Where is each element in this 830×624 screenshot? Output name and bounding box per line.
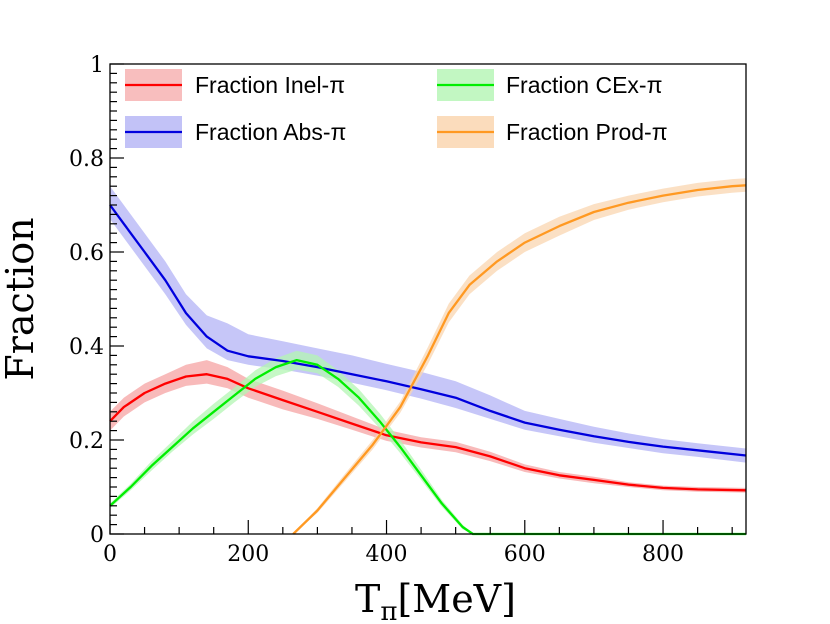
series-lines — [109, 184, 747, 536]
x-tick-label: 400 — [366, 542, 408, 567]
y-tick-label: 0.6 — [69, 241, 104, 266]
line-fraction-abs-pi — [109, 204, 747, 457]
x-axis-label-main: T — [355, 577, 380, 621]
line-fraction-prod-pi — [292, 184, 747, 535]
axis-ticks — [109, 63, 733, 535]
legend-label-prod: Fraction Prod-π — [506, 119, 668, 145]
y-tick-label: 0.4 — [69, 335, 104, 360]
y-tick-label: 0.2 — [69, 429, 104, 454]
y-tick-label: 0 — [90, 523, 104, 548]
line-fraction-cex-pi — [109, 358, 746, 536]
tick-labels: 0 200 400 600 800 0 0.2 0.4 0.6 0.8 1 — [69, 53, 684, 567]
y-tick-label: 1 — [90, 53, 104, 78]
legend-entry-inel: Fraction Inel-π — [125, 69, 345, 101]
x-axis-label-sub: π — [380, 597, 397, 624]
legend-entry-abs: Fraction Abs-π — [125, 116, 346, 148]
x-tick-label: 0 — [103, 542, 117, 567]
band-fraction-inel-pi — [110, 360, 746, 493]
x-axis-label-unit: [MeV] — [397, 577, 516, 621]
legend-entry-prod: Fraction Prod-π — [437, 116, 668, 148]
x-tick-label: 200 — [227, 542, 269, 567]
x-tick-label: 800 — [642, 542, 684, 567]
legend-label-abs: Fraction Abs-π — [195, 119, 346, 145]
legend-label-cex: Fraction CEx-π — [506, 72, 662, 98]
x-tick-label: 600 — [504, 542, 546, 567]
legend-label-inel: Fraction Inel-π — [195, 72, 345, 98]
band-fraction-prod-pi — [293, 178, 746, 534]
y-tick-label: 0.8 — [69, 147, 104, 172]
y-axis-label: Fraction — [0, 217, 42, 380]
line-fraction-inel-pi — [109, 373, 747, 492]
x-axis-label: Tπ[MeV] — [355, 577, 516, 624]
legend-entry-cex: Fraction CEx-π — [437, 69, 662, 101]
error-bands — [110, 178, 746, 534]
legend: Fraction Inel-π Fraction Abs-π Fraction … — [125, 69, 668, 148]
